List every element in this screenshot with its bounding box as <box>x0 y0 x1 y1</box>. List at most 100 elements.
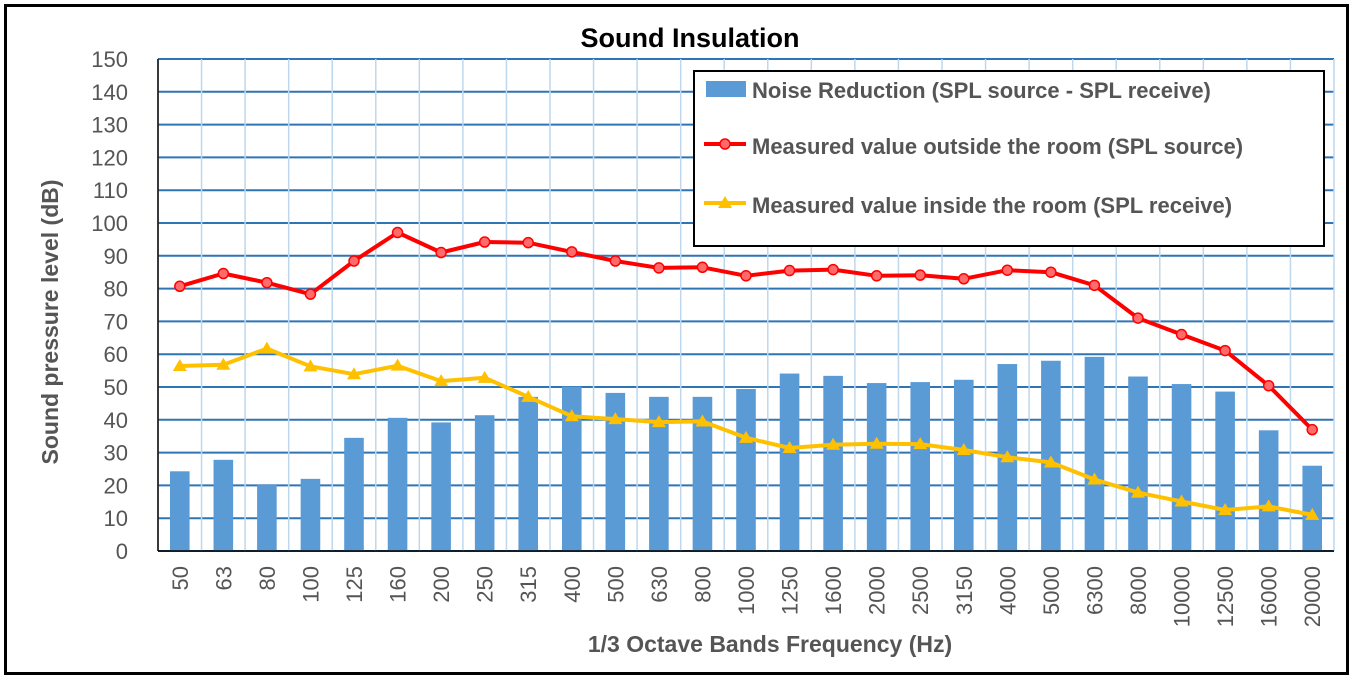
y-tick-label: 120 <box>91 145 128 170</box>
noise-reduction-bar <box>213 459 234 551</box>
noise-reduction-bar <box>779 373 800 551</box>
inside-data-point <box>1261 499 1276 512</box>
outside-data-point <box>304 288 317 300</box>
outside-data-point <box>958 273 970 285</box>
x-tick-label: 2500 <box>908 566 933 615</box>
y-tick-label: 30 <box>104 441 128 466</box>
measurement-lines <box>172 226 1320 520</box>
legend: Noise Reduction (SPL source - SPL receiv… <box>693 70 1325 247</box>
noise-reduction-bar <box>649 396 669 551</box>
x-tick-label: 50 <box>168 566 193 590</box>
noise-reduction-bar <box>1128 376 1148 551</box>
noise-reduction-bar <box>605 392 626 551</box>
x-tick-label: 1600 <box>821 566 846 615</box>
inside-data-point <box>564 409 579 422</box>
noise-reduction-bar <box>736 388 756 551</box>
inside-data-point <box>1087 472 1102 485</box>
inside-data-point <box>1305 507 1320 520</box>
outside-data-point <box>653 262 665 274</box>
x-tick-label: 1000 <box>734 566 759 615</box>
outside-data-point <box>914 269 926 281</box>
inside-data-point <box>913 437 928 450</box>
legend-label: Measured value inside the room (SPL rece… <box>752 193 1233 218</box>
inside-data-point <box>347 367 361 380</box>
y-tick-label: 10 <box>104 506 128 531</box>
noise-reduction-bar <box>953 379 974 551</box>
inside-data-point <box>1043 455 1058 468</box>
x-tick-label: 12500 <box>1213 566 1238 627</box>
noise-reduction-bar <box>257 485 277 551</box>
y-tick-label: 70 <box>104 309 128 334</box>
inside-data-point <box>172 359 187 372</box>
inside-data-point <box>956 442 971 455</box>
legend-item-inside: Measured value inside the room (SPL rece… <box>701 191 1232 220</box>
outside-data-point <box>1045 266 1057 278</box>
noise-reduction-bar <box>1215 391 1235 551</box>
x-tick-label: 125 <box>342 566 367 603</box>
outside-data-point <box>1001 264 1014 276</box>
inside-data-point <box>608 412 623 425</box>
noise-reduction-bar <box>1258 430 1279 551</box>
x-tick-label: 5000 <box>1039 566 1064 615</box>
x-tick-label: 100 <box>298 566 323 603</box>
outside-data-point <box>1306 423 1318 436</box>
axes: 0 10 20 30 40 50 60 70 80 90 100 110 120 130 140 150 50 6… <box>91 47 1334 627</box>
x-tick-label: 6300 <box>1082 566 1107 615</box>
y-tick-label: 20 <box>104 473 128 498</box>
y-tick-label: 40 <box>104 408 128 433</box>
legend-swatch-bar <box>701 76 747 100</box>
legend-swatch-circle-line <box>701 132 747 156</box>
legend-label: Measured value outside the room (SPL sou… <box>752 134 1244 159</box>
noise-reduction-bar <box>344 437 364 551</box>
x-tick-label: 200 <box>429 566 454 603</box>
x-tick-label: 10000 <box>1170 566 1195 627</box>
inside-data-point <box>869 436 884 449</box>
noise-reduction-bars <box>169 356 1323 551</box>
outside-data-point <box>827 263 839 276</box>
y-tick-label: 140 <box>91 80 128 105</box>
outside-data-point <box>740 270 752 282</box>
x-tick-label: 400 <box>560 566 585 603</box>
inside-data-point <box>521 389 536 402</box>
x-tick-label: 2000 <box>865 566 890 615</box>
inside-data-point <box>434 374 449 387</box>
noise-reduction-bar <box>1171 384 1192 551</box>
x-tick-label: 160 <box>386 566 411 603</box>
x-tick-label: 3150 <box>952 566 977 615</box>
inside-data-point <box>695 414 710 427</box>
outside-data-point <box>609 255 622 267</box>
legend-swatch-triangle-line <box>701 191 747 215</box>
inside-data-point <box>1218 503 1233 515</box>
legend-label: Noise Reduction (SPL source - SPL receiv… <box>752 78 1211 103</box>
inside-data-point <box>782 441 797 454</box>
noise-reduction-bar <box>387 417 408 551</box>
inside-data-point <box>390 358 405 371</box>
outside-data-point <box>1132 312 1144 324</box>
legend-item-noise-reduction: Noise Reduction (SPL source - SPL receiv… <box>701 76 1211 105</box>
x-tick-label: 800 <box>690 566 715 603</box>
x-tick-label: 500 <box>603 566 628 603</box>
legend-item-outside: Measured value outside the room (SPL sou… <box>701 132 1252 161</box>
outside-data-point <box>1219 344 1231 357</box>
x-axis-label: 1/3 Octave Bands Frequency (Hz) <box>588 631 952 657</box>
outside-data-point <box>696 261 709 274</box>
inside-data-point <box>1174 494 1189 507</box>
y-tick-label: 0 <box>116 539 128 564</box>
outside-data-point <box>217 267 230 280</box>
y-tick-label: 110 <box>93 178 128 203</box>
outside-data-point <box>261 276 273 289</box>
inside-data-point <box>1131 485 1145 498</box>
y-tick-label: 100 <box>91 211 128 236</box>
x-tick-label: 8000 <box>1126 566 1151 615</box>
inside-data-point <box>826 437 841 450</box>
outside-data-point <box>174 280 186 293</box>
y-tick-label: 130 <box>91 113 128 138</box>
noise-reduction-bar <box>169 471 190 551</box>
outside-data-point <box>566 246 578 258</box>
y-axis-label: Sound pressure level (dB) <box>37 179 63 464</box>
noise-reduction-bar <box>910 382 931 551</box>
inside-data-point <box>1000 450 1015 463</box>
x-tick-label: 4000 <box>995 566 1020 615</box>
outside-data-point <box>1088 279 1101 292</box>
outside-data-point <box>1262 379 1275 392</box>
